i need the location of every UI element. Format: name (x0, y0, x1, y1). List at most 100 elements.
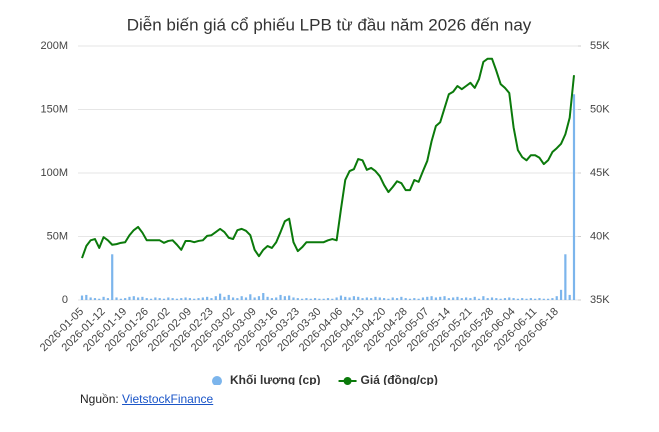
volume-bar (244, 297, 248, 300)
volume-bar (85, 294, 88, 300)
volume-bar (542, 298, 545, 300)
volume-bar (80, 295, 84, 300)
volume-bar (89, 297, 92, 300)
volume-bar (175, 298, 179, 300)
chart-title: Diễn biến giá cổ phiếu LPB từ đầu năm 20… (127, 15, 532, 34)
volume-bar (171, 298, 174, 300)
volume-bar (188, 298, 191, 300)
volume-bar (460, 298, 463, 300)
volume-bar (443, 296, 446, 300)
volume-bar (231, 297, 235, 300)
volume-bar (158, 298, 161, 300)
price-line (81, 57, 575, 259)
volume-bar (206, 296, 209, 300)
volume-bar (512, 298, 515, 300)
volume-bar (508, 297, 511, 300)
volume-bar (253, 297, 256, 300)
legend-label: Khối lượng (cp) (230, 373, 321, 385)
y-tick-label: 0 (62, 294, 68, 306)
volume-bar (521, 298, 524, 300)
volume-bar (93, 298, 97, 300)
volume-bar (559, 289, 563, 300)
volume-bar (477, 298, 481, 300)
source: Nguồn: VietstockFinance (80, 392, 213, 406)
legend-symbol (343, 377, 352, 385)
volume-bar (227, 294, 230, 300)
volume-bar (361, 298, 364, 300)
volume-bar (395, 298, 399, 300)
volume-bar (292, 297, 295, 300)
volume-bar (296, 298, 299, 300)
y2-tick-label: 55K (590, 40, 610, 52)
volume-bar (486, 298, 489, 300)
volume-bar (374, 296, 377, 300)
volume-bar (149, 298, 153, 300)
volume-bar (335, 297, 338, 300)
volume-bar (257, 296, 261, 300)
volume-bar (495, 298, 498, 300)
volume-bar (348, 297, 351, 300)
volume-bar (482, 296, 485, 300)
volume-bar (339, 295, 343, 300)
volume-bar (98, 298, 101, 300)
volume-bar (102, 296, 105, 300)
volume-bar (555, 296, 558, 300)
volume-bar (391, 297, 394, 300)
volume-bar (106, 298, 109, 300)
volume-bar (408, 298, 412, 300)
volume-bar (473, 296, 476, 300)
volume-bar (322, 298, 325, 300)
source-link[interactable]: VietstockFinance (122, 392, 214, 406)
y-tick-label: 200M (40, 40, 68, 52)
volume-bar (378, 297, 381, 300)
volume-bar (305, 298, 308, 300)
volume-bar (128, 296, 131, 300)
volume-bar (439, 296, 442, 300)
volume-bar (115, 297, 118, 300)
volume-bar (417, 298, 420, 300)
volume-bar (421, 297, 425, 300)
volume-bar (326, 298, 330, 300)
volume-bar (525, 298, 528, 300)
volume-bar (249, 294, 252, 300)
volume-bar (383, 298, 386, 300)
volume-bar (162, 298, 166, 300)
volume-bar (132, 296, 135, 300)
volume-bar (313, 298, 317, 300)
volume-bar (529, 298, 532, 300)
volume-bar (214, 296, 217, 300)
volume-bar (331, 298, 334, 300)
volume-bar (137, 297, 140, 300)
volume-bar (223, 296, 226, 300)
source-label: Nguồn: (80, 392, 119, 406)
volume-bar (197, 298, 200, 300)
volume-bar (167, 297, 170, 300)
legend-label: Giá (đồng/cp) (361, 373, 438, 385)
legend-item: Giá (đồng/cp) (338, 373, 438, 385)
volume-bar (240, 296, 243, 300)
volume-bar (499, 298, 502, 300)
volume-bar (119, 298, 122, 300)
volume-bar (426, 296, 429, 300)
y2-tick-label: 35K (590, 294, 610, 306)
volume-bar (219, 293, 222, 300)
volume-bar (503, 298, 507, 300)
volume-bar (288, 295, 291, 300)
volume-bar (270, 298, 273, 300)
y2-tick-label: 45K (590, 167, 610, 179)
volume-bar (111, 254, 114, 300)
volume-bar (413, 298, 416, 300)
volume-bar (180, 298, 183, 300)
volume-bar (283, 296, 286, 300)
volume-bar (516, 298, 519, 300)
volume-bar (447, 298, 450, 300)
volume-bar (301, 298, 304, 300)
volume-bar (145, 298, 148, 300)
y2-tick-label: 50K (590, 103, 610, 115)
volume-bar (404, 298, 407, 300)
volume-bar (469, 298, 472, 300)
volume-bar (572, 94, 576, 300)
chart: Diễn biến giá cổ phiếu LPB từ đầu năm 20… (38, 15, 610, 385)
volume-bar (434, 297, 437, 300)
volume-bar (184, 297, 187, 300)
